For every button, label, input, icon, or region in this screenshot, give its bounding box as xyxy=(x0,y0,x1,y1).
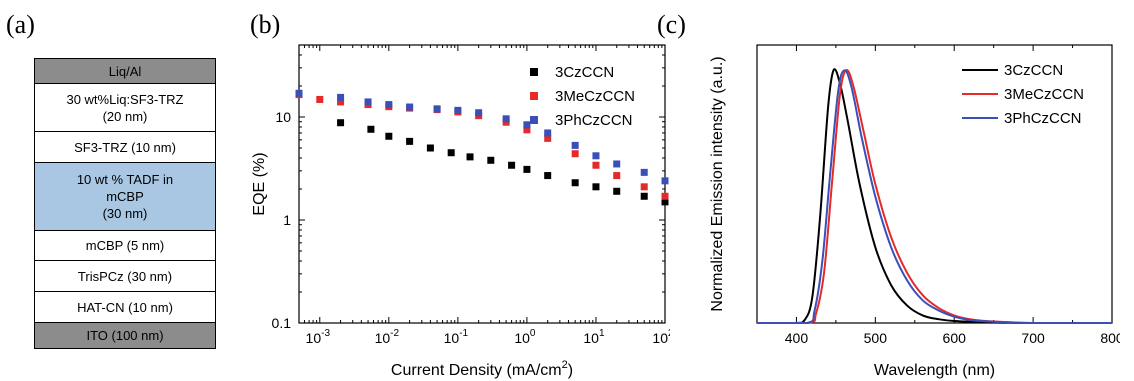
data-point-3MeCzCCN xyxy=(613,172,621,180)
stack-layer-text: ITO (100 nm) xyxy=(86,328,164,343)
stack-layer-text: TrisPCz (30 nm) xyxy=(77,268,173,284)
data-point-3PhCzCCN xyxy=(406,103,414,111)
emission-spectrum-chart: 400 500 600 700 800 Wavelength (nm) Normalized… xyxy=(709,44,1120,379)
stack-layer-text: mCBP xyxy=(106,189,144,204)
stack-layer-text: (30 nm) xyxy=(102,206,148,221)
stack-layer: HAT-CN (10 nm) xyxy=(34,292,216,323)
stack-layer-text: (20 nm) xyxy=(102,108,148,124)
y-axis-title: Normalized Emission intensity (a.u.) xyxy=(709,56,726,311)
device-stack-diagram: Liq/Al 30 wt%Liq:SF3-TRZ (20 nm) SF3-TRZ (1… xyxy=(34,58,216,349)
data-point-3CzCCN xyxy=(385,132,393,140)
data-point-3CzCCN xyxy=(508,161,516,169)
data-point-3CzCCN xyxy=(367,125,375,133)
stack-layer-text: mCBP (5 nm) xyxy=(85,238,165,253)
plot-frame xyxy=(298,44,666,324)
data-point-3PhCzCCN xyxy=(475,109,483,117)
x-tick-label: 10-3 xyxy=(306,328,331,346)
x-tick-label: 101 xyxy=(583,328,605,346)
stack-layer: 10 wt % TADF in mCBP (30 nm) xyxy=(34,163,216,231)
legend-label: 3MeCzCCN xyxy=(1004,86,1084,103)
data-point-3CzCCN xyxy=(640,192,648,200)
legend-marker xyxy=(530,68,538,76)
spectrum-line-3MeCzCCN xyxy=(757,69,1112,325)
panel-label-c: (c) xyxy=(657,10,686,39)
stack-layer-text: SF3-TRZ (10 nm) xyxy=(74,139,176,155)
data-point-3CzCCN xyxy=(447,149,455,157)
data-point-3CzCCN xyxy=(571,179,579,187)
x-tick-label: 400 xyxy=(785,330,809,346)
data-point-3CzCCN xyxy=(337,119,345,127)
data-point-3PhCzCCN xyxy=(364,98,372,106)
data-point-3PhCzCCN xyxy=(544,129,552,137)
panel-label-a: (a) xyxy=(6,10,35,39)
data-point-3CzCCN xyxy=(544,172,552,180)
data-point-3PhCzCCN xyxy=(613,160,621,168)
data-point-3MeCzCCN xyxy=(661,192,669,200)
data-point-3PhCzCCN xyxy=(640,168,648,176)
x-tick-label: 10-1 xyxy=(444,328,469,346)
data-point-3MeCzCCN xyxy=(640,183,648,191)
stack-layer-text: 30 wt%Liq:SF3-TRZ xyxy=(66,91,184,107)
data-point-3MeCzCCN xyxy=(544,134,552,142)
spectrum-line-3PhCzCCN xyxy=(757,69,1112,325)
legend-marker xyxy=(530,92,538,100)
data-point-3PhCzCCN xyxy=(337,93,345,101)
stack-layer: mCBP (5 nm) xyxy=(34,231,216,261)
data-point-3MeCzCCN xyxy=(337,98,345,106)
stack-layer: TrisPCz (30 nm) xyxy=(34,261,216,292)
data-point-3PhCzCCN xyxy=(433,105,441,113)
stack-layer: 30 wt%Liq:SF3-TRZ (20 nm) xyxy=(34,84,216,132)
x-tick-label: 500 xyxy=(864,330,888,346)
data-point-3PhCzCCN xyxy=(385,101,393,109)
data-point-3MeCzCCN xyxy=(592,161,600,169)
legend-label: 3PhCzCCN xyxy=(555,112,633,129)
data-point-3CzCCN xyxy=(613,187,621,195)
data-point-3PhCzCCN xyxy=(502,115,510,123)
x-tick-label: 700 xyxy=(1021,330,1045,346)
x-tick-label: 100 xyxy=(514,328,536,346)
data-point-3PhCzCCN xyxy=(454,106,462,114)
spectrum-line-3CzCCN xyxy=(757,68,1112,325)
x-tick-label: 800 xyxy=(1100,330,1120,346)
data-point-3MeCzCCN xyxy=(571,150,579,158)
data-point-3CzCCN xyxy=(661,198,669,206)
x-tick-label: 10-2 xyxy=(375,328,400,346)
data-point-3PhCzCCN xyxy=(592,152,600,160)
x-axis-title: Current Density (mA/cm2) xyxy=(391,359,573,379)
stack-layer: SF3-TRZ (10 nm) xyxy=(34,132,216,163)
data-point-3CzCCN xyxy=(426,144,434,152)
legend-label: 3CzCCN xyxy=(1004,62,1063,79)
legend-label: 3CzCCN xyxy=(555,64,614,81)
data-point-3CzCCN xyxy=(406,137,414,145)
data-point-3PhCzCCN xyxy=(295,89,303,97)
stack-layer: ITO (100 nm) xyxy=(34,323,216,349)
data-point-3CzCCN xyxy=(466,153,474,161)
x-tick-label: 600 xyxy=(943,330,967,346)
data-point-3CzCCN xyxy=(592,183,600,191)
x-axis-title: Wavelength (nm) xyxy=(874,362,995,379)
y-axis-title: EQE (%) xyxy=(251,152,268,215)
data-point-3PhCzCCN xyxy=(523,121,531,129)
plot-frame xyxy=(756,44,1113,324)
data-point-3MeCzCCN xyxy=(523,126,531,134)
data-point-3MeCzCCN xyxy=(316,95,324,103)
legend-label: 3MeCzCCN xyxy=(555,88,635,105)
stack-layer: Liq/Al xyxy=(34,58,216,84)
eqe-chart: 10-3 10-2 10-1 100 101 102 0.1 1 10 Current Densi… xyxy=(251,44,670,379)
data-point-3CzCCN xyxy=(487,156,495,164)
data-point-3PhCzCCN xyxy=(661,177,669,185)
data-point-3CzCCN xyxy=(523,165,531,173)
y-tick-label: 0.1 xyxy=(272,315,292,331)
data-point-3PhCzCCN xyxy=(571,141,579,149)
stack-layer-text: 10 wt % TADF in xyxy=(76,172,174,187)
stack-layer-text: Liq/Al xyxy=(108,63,142,79)
x-tick-label: 102 xyxy=(652,328,670,346)
y-tick-label: 10 xyxy=(275,109,291,125)
legend-label: 3PhCzCCN xyxy=(1004,110,1082,127)
panel-label-b: (b) xyxy=(250,10,281,39)
y-tick-label: 1 xyxy=(283,212,291,228)
legend-marker xyxy=(530,116,538,124)
stack-layer-text: HAT-CN (10 nm) xyxy=(77,299,173,315)
